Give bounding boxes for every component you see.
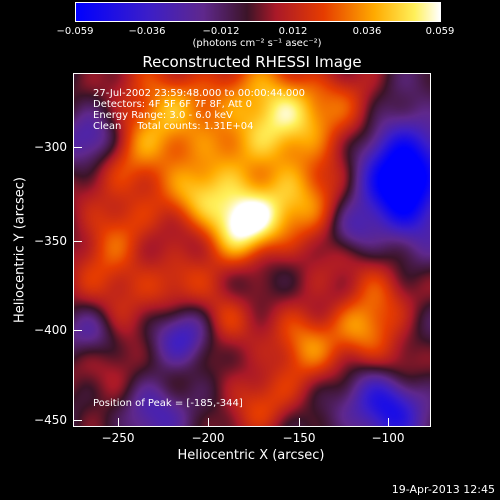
- y-axis-label: Heliocentric Y (arcsec): [12, 177, 28, 323]
- x-tick-mark: [388, 418, 389, 426]
- colorbar-tick-label: −0.036: [128, 26, 166, 37]
- info-time-range: 27-Jul-2002 23:59:48.000 to 00:00:44.000: [93, 88, 305, 99]
- y-tick-label: −400: [34, 323, 67, 337]
- y-tick-label: −450: [34, 413, 67, 427]
- x-tick-label: −150: [282, 431, 316, 445]
- colorbar-tick-label: −0.059: [56, 26, 94, 37]
- y-tick-mark: [74, 147, 82, 148]
- peak-position-label: Position of Peak = [-185,-344]: [93, 398, 243, 409]
- y-tick-mark: [74, 241, 82, 242]
- info-energy-range: Energy Range: 3.0 - 6.0 keV: [93, 110, 233, 121]
- x-tick-mark: [208, 418, 209, 426]
- colorbar-tick-label: −0.012: [202, 26, 240, 37]
- timestamp: 19-Apr-2013 12:45: [391, 483, 495, 496]
- info-method: Clean Total counts: 1.31E+04: [93, 121, 254, 132]
- x-tick-label: −250: [101, 431, 135, 445]
- colorbar: [75, 2, 441, 22]
- colorbar-tick-label: 0.059: [425, 26, 455, 37]
- x-axis-label: Heliocentric X (arcsec): [177, 448, 325, 463]
- x-tick-label: −200: [191, 431, 225, 445]
- x-tick-mark: [118, 418, 119, 426]
- colorbar-tick-label: 0.012: [278, 26, 308, 37]
- y-tick-label: −300: [34, 140, 67, 154]
- y-tick-mark: [74, 420, 82, 421]
- x-tick-label: −100: [371, 431, 405, 445]
- y-tick-mark: [74, 330, 82, 331]
- colorbar-tick-label: 0.036: [352, 26, 382, 37]
- image-plot-area: 27-Jul-2002 23:59:48.000 to 00:00:44.000…: [73, 73, 431, 427]
- plot-title: Reconstructed RHESSI Image: [142, 53, 362, 71]
- x-tick-mark: [299, 418, 300, 426]
- y-tick-label: −350: [34, 234, 67, 248]
- info-detectors: Detectors: 4F 5F 6F 7F 8F, Att 0: [93, 99, 253, 110]
- heatmap-image: [74, 74, 430, 426]
- colorbar-units-label: (photons cm⁻² s⁻¹ asec⁻²): [192, 38, 322, 49]
